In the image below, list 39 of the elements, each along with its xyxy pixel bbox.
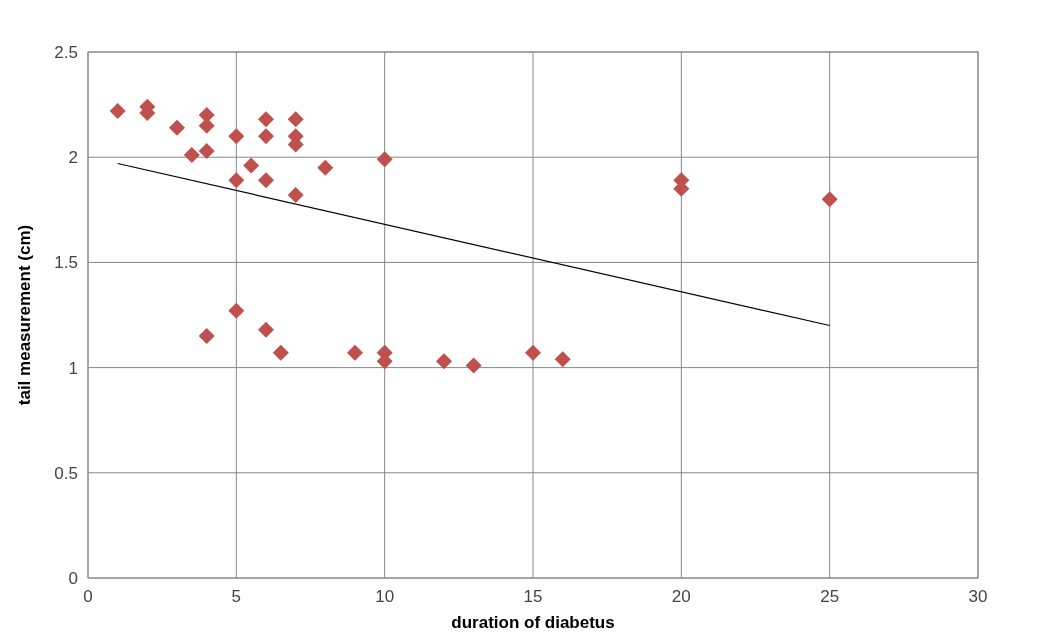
y-tick-label: 0 <box>68 569 78 588</box>
point <box>272 344 289 361</box>
point <box>436 353 452 370</box>
point <box>317 159 334 176</box>
point <box>287 187 304 204</box>
y-tick-label: 2.5 <box>54 43 78 62</box>
x-tick-label: 0 <box>83 587 93 606</box>
point <box>228 302 245 319</box>
x-tick-label: 30 <box>968 587 988 606</box>
point <box>169 119 185 136</box>
point <box>198 328 215 345</box>
point <box>821 191 838 208</box>
point <box>525 344 541 361</box>
point <box>258 128 274 145</box>
point <box>258 172 274 189</box>
y-tick-label: 0.5 <box>54 463 78 483</box>
point <box>554 351 571 368</box>
x-tick-label: 15 <box>523 587 543 606</box>
point <box>258 321 274 338</box>
point <box>347 344 363 361</box>
point <box>465 357 482 374</box>
x-tick-label: 10 <box>375 587 395 606</box>
point <box>198 142 215 159</box>
y-axis-title: tail measurement (cm) <box>15 224 34 406</box>
x-tick-label: 5 <box>231 587 242 606</box>
y-tick-label: 1 <box>68 358 78 378</box>
x-tick-label: 20 <box>671 587 691 606</box>
point <box>376 151 393 168</box>
point <box>183 147 200 164</box>
point <box>258 111 274 128</box>
y-tick-label: 1.5 <box>54 253 78 273</box>
point <box>228 172 245 189</box>
y-tick-label: 2 <box>68 148 78 168</box>
x-axis-title: duration of diabetus <box>451 613 615 632</box>
x-tick-label: 25 <box>820 587 840 606</box>
point <box>228 128 245 145</box>
point <box>109 102 126 119</box>
point <box>243 157 260 174</box>
point <box>287 111 304 128</box>
